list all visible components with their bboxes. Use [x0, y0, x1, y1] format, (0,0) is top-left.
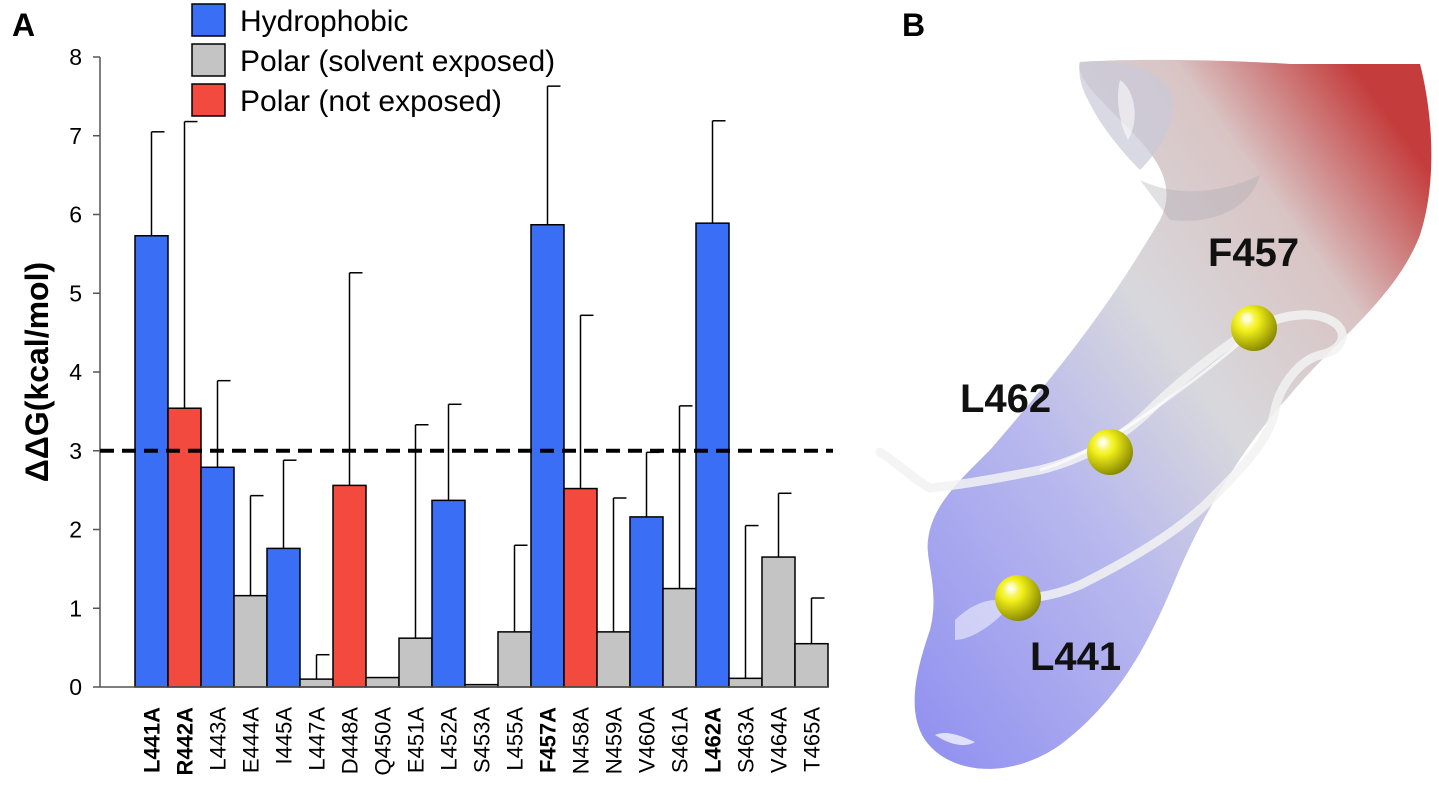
bar-v464a: [761, 556, 796, 688]
x-tick-label: F457A: [536, 707, 561, 773]
x-tick-label: R442A: [173, 707, 198, 776]
bar-n458a: [563, 487, 598, 688]
x-tick-label: L441A: [140, 707, 165, 773]
bars: [100, 85, 833, 688]
residue-label-l441: L441: [1030, 635, 1121, 679]
x-tick-label: V464A: [767, 707, 792, 773]
bar-l447a: [299, 678, 334, 688]
y-tick-label: 0: [69, 674, 82, 700]
bar-t465a: [794, 642, 829, 688]
bar-e451a: [398, 637, 433, 688]
x-tick-label: N458A: [569, 707, 594, 775]
y-tick-label: 8: [69, 44, 82, 70]
x-tick-label: N459A: [602, 707, 627, 775]
atom-l462-shine: [1096, 435, 1110, 449]
x-tick-label: D448A: [338, 707, 363, 775]
y-tick-label: 4: [69, 359, 82, 385]
bar-f457a: [530, 223, 565, 688]
x-tick-label: L452A: [437, 707, 462, 771]
x-tick-label: E451A: [404, 707, 429, 773]
x-tick-label: T465A: [800, 707, 825, 772]
legend-label-hydrophobic: Hydrophobic: [240, 5, 408, 38]
x-tick-label: S453A: [470, 707, 495, 773]
y-tick-label: 7: [69, 123, 82, 149]
y-tick-label: 2: [69, 517, 82, 543]
bar-d448a: [332, 484, 367, 688]
bar-l452a: [431, 499, 466, 688]
bar-l455a: [497, 631, 532, 688]
surface-shadow: [1140, 175, 1260, 221]
bar-l443a: [200, 466, 235, 688]
x-tick-label: S463A: [734, 707, 759, 773]
surface-highlight: [1117, 80, 1135, 140]
y-tick-label: 3: [69, 438, 82, 464]
x-tick-label: S461A: [668, 707, 693, 773]
x-tick-label: I445A: [272, 707, 297, 765]
legend-swatch-polar_exposed: [191, 43, 226, 77]
atom-f457: [1231, 305, 1277, 351]
panel-a-label: A: [12, 7, 35, 43]
ribbon-strand: [875, 310, 1347, 604]
residue-label-f457: F457: [1208, 231, 1299, 275]
legend-label-polar_buried: Polar (not exposed): [240, 85, 502, 118]
atom-f457-shine: [1240, 311, 1254, 325]
bar-l462a: [695, 222, 730, 688]
bar-e444a: [233, 594, 268, 688]
bar-l441a: [134, 235, 169, 688]
atom-l441: [995, 575, 1041, 621]
atom-l462: [1087, 429, 1133, 475]
surface-highlight-lower: [955, 600, 1010, 640]
atom-l441-shine: [1004, 581, 1018, 595]
legend: Hydrophobic Polar (solvent exposed) Polar …: [191, 3, 555, 118]
panel-b-label: B: [902, 7, 925, 43]
legend-swatch-hydrophobic: [191, 3, 226, 37]
surface-highlight-bottom: [935, 732, 975, 746]
x-tick-label: L443A: [206, 707, 231, 771]
bar-s463a: [728, 677, 763, 688]
bar-v460a: [629, 516, 664, 688]
bar-i445a: [266, 547, 301, 688]
x-tick-label: L462A: [701, 707, 726, 773]
legend-swatch-polar_buried: [191, 83, 226, 117]
bar-s461a: [662, 587, 697, 688]
x-tick-label: Q450A: [371, 707, 396, 776]
x-tick-label: L455A: [503, 707, 528, 771]
x-tick-label: L447A: [305, 707, 330, 771]
y-axis-title: ΔΔG(kcal/mol): [19, 262, 55, 482]
protein-structure: F457 L462 L441: [875, 59, 1432, 769]
x-tick-label: V460A: [635, 707, 660, 773]
y-tick-label: 1: [69, 595, 82, 621]
residue-label-l462: L462: [960, 377, 1051, 421]
bar-q450a: [365, 676, 400, 688]
y-tick-label: 6: [69, 202, 82, 228]
y-tick-label: 5: [69, 280, 82, 306]
y-axis: 0 1 2 3 4 5 6 7 8: [69, 44, 101, 700]
legend-label-polar_exposed: Polar (solvent exposed): [240, 45, 555, 78]
x-axis: L441A R442A L443A E444A I445A L447A D448A Q450A…: [100, 686, 828, 776]
bar-n459a: [596, 631, 631, 688]
x-tick-label: E444A: [239, 707, 264, 773]
